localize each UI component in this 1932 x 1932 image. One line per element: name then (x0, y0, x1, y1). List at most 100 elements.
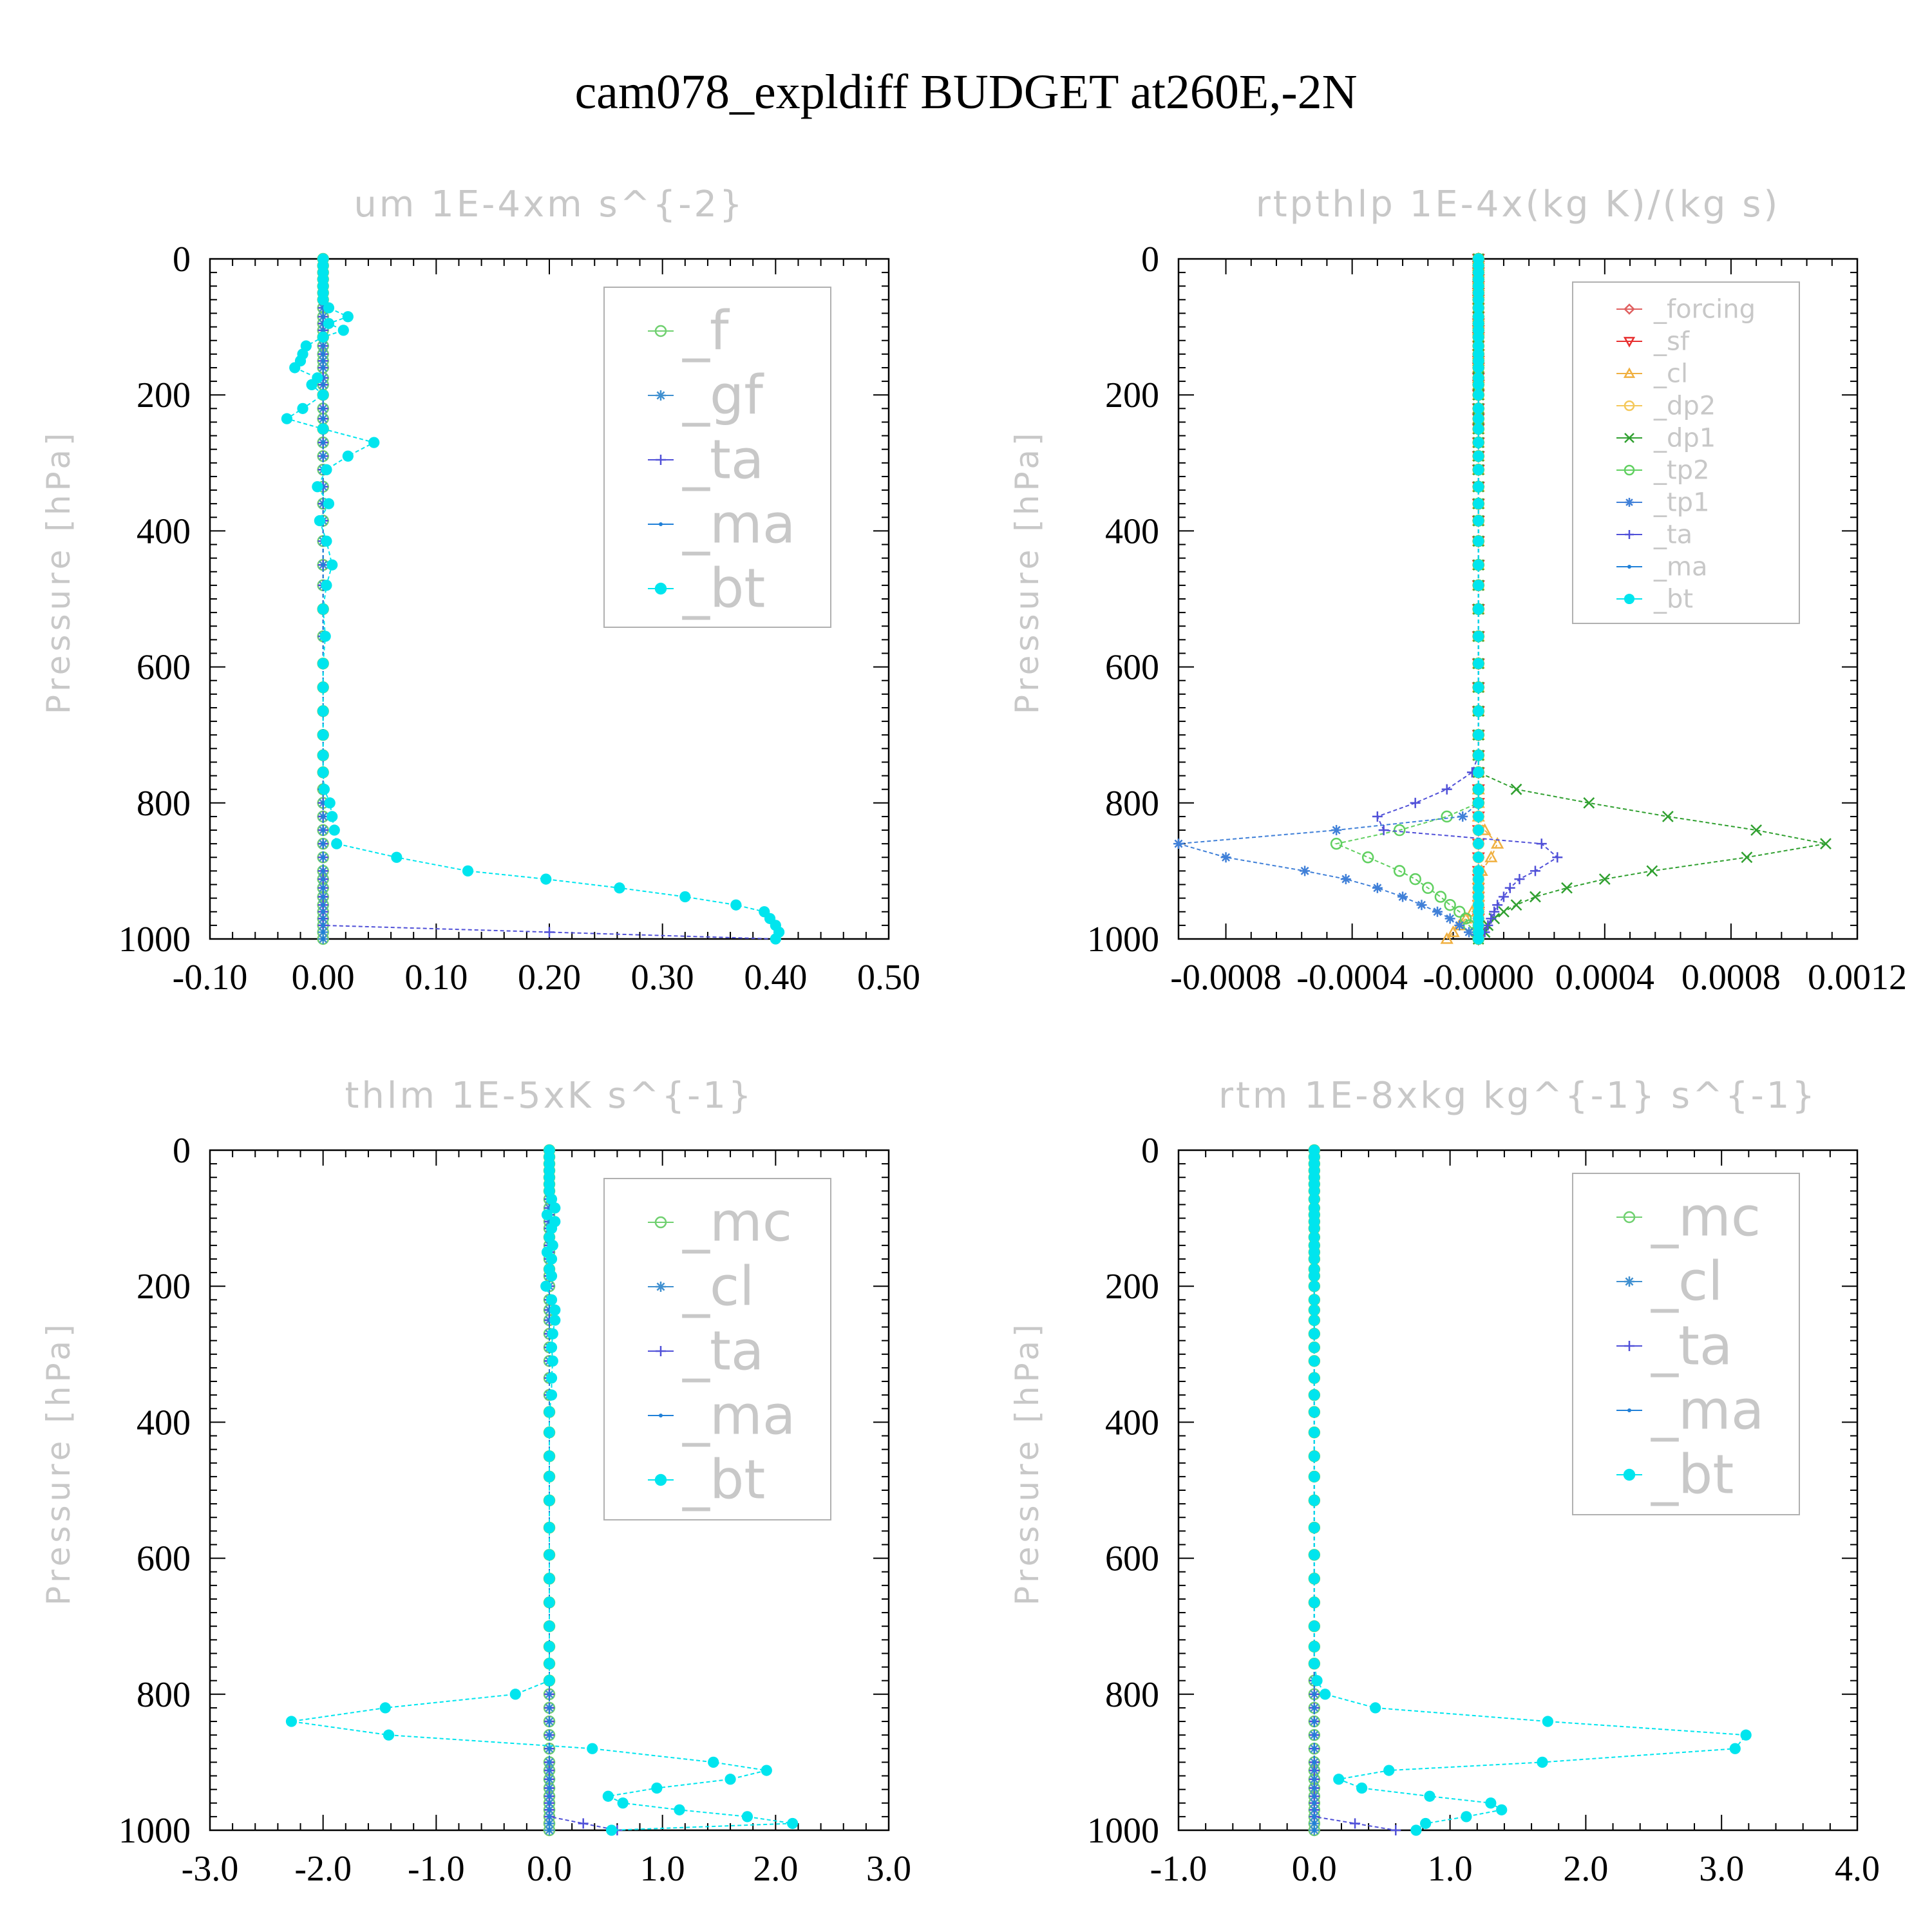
series-bt-point-dot (317, 766, 329, 778)
series-bt-point (1356, 1782, 1368, 1794)
series-ma-point (321, 828, 325, 833)
series-ma-point-dot (321, 352, 325, 356)
series-ma-point (547, 1747, 551, 1751)
series-bt-point (1309, 1253, 1320, 1265)
x-tick-label: -0.0008 (1170, 958, 1282, 998)
series-tp1-point-stroke (1300, 866, 1309, 875)
series-cl-point (1484, 850, 1498, 862)
series-bt-point-dot (324, 797, 336, 809)
series-ma-point-dot (1312, 1747, 1316, 1751)
series-tp2-point (1393, 865, 1406, 877)
series-ma-point-dot (547, 1821, 551, 1826)
series-ma-point (321, 909, 325, 914)
series-bt-point-dot (708, 1756, 719, 1768)
legend-ta-marker (656, 455, 666, 465)
series-bt-point (1542, 1716, 1554, 1727)
series-bt-point (1424, 1790, 1435, 1802)
series-bt-point (327, 559, 338, 571)
series-tp1-point-stroke (1341, 875, 1350, 884)
series-bt-point (331, 838, 343, 849)
series-bt-point (1473, 481, 1484, 493)
series-ma-point-dot (321, 930, 325, 934)
series-bt-point-dot (1473, 437, 1484, 448)
series-ma-point (1312, 1814, 1316, 1819)
series-bt-point-dot (317, 389, 329, 401)
series-bt-point (321, 535, 332, 547)
series-bt-point (1473, 882, 1484, 894)
series-bt-point-dot (297, 402, 308, 414)
legend-ma-marker (659, 1414, 663, 1417)
series-bt-point-dot (1473, 658, 1484, 669)
series-bt-point-dot (509, 1689, 521, 1700)
series-ta-point (1410, 797, 1421, 808)
series-bt-point (544, 1450, 555, 1462)
legend-bt-marker (654, 1473, 667, 1486)
series-bt-point-dot (317, 423, 329, 435)
legend-f-marker (654, 325, 667, 337)
series-cl-point (1491, 837, 1504, 849)
series-ta-point (1552, 852, 1563, 863)
series-tp1-point-stroke (1373, 884, 1382, 893)
legend-cl-marker (656, 1282, 666, 1292)
x-tick-label: -3.0 (182, 1849, 239, 1889)
legend-bt-label: _bt (682, 1448, 765, 1511)
x-tick-label: -0.0000 (1423, 958, 1534, 998)
legend-f-label: _f (682, 299, 730, 363)
series-bt-point-dot (1356, 1782, 1368, 1794)
series-bt-point (1473, 559, 1484, 571)
plot-frame (1177, 258, 1859, 940)
series-bt-point-dot (544, 1658, 555, 1669)
series-bt-point (547, 1355, 558, 1367)
series-bt-point-dot (328, 824, 340, 836)
x-tick-label: 0.30 (631, 958, 694, 998)
series-ma-point (321, 877, 325, 882)
x-tick-label: 0.0 (527, 1849, 572, 1889)
series-ma-point (547, 1719, 551, 1724)
series-ma-point (547, 1692, 551, 1696)
series-ma-point (547, 1760, 551, 1765)
series-bt-point-dot (614, 882, 625, 894)
series-tp1-point-stroke (1446, 914, 1455, 923)
series-bt-point-dot (544, 1495, 555, 1506)
legend-mc-marker-ring (654, 1216, 667, 1229)
y-tick-label: 600 (1105, 1539, 1159, 1579)
series-bt-point (1320, 1689, 1331, 1700)
series-ma-point (1312, 1828, 1316, 1832)
series-tp1-point-stroke (1417, 900, 1426, 909)
series-tp1-point-stroke (1455, 921, 1464, 930)
series-bt-point (1309, 1573, 1320, 1584)
panel-title: thlm 1E-5xK s^{-1} (345, 1075, 753, 1117)
series-tp1-point (1220, 852, 1231, 863)
series-bt-point-dot (1309, 1471, 1320, 1482)
series-bt-point (1473, 658, 1484, 669)
series-ma-point-dot (547, 1768, 551, 1773)
series-ma-point (547, 1733, 551, 1738)
series-bt-point-dot (544, 1573, 555, 1584)
series-bt-point-dot (1473, 498, 1484, 509)
series-ma-point-dot (321, 440, 325, 445)
series-bt-point (540, 1280, 552, 1292)
series-bt-point (787, 1817, 799, 1830)
series-ma-point-dot (321, 903, 325, 907)
series-bt-point (342, 450, 354, 462)
series-bt-point-dot (321, 464, 332, 475)
series-bt-point-dot (1473, 464, 1484, 475)
x-tick-label: -1.0 (408, 1849, 465, 1889)
legend-bt-marker (1623, 1468, 1636, 1481)
series-bt-point-dot (545, 1389, 558, 1401)
series-bt-point (1473, 838, 1484, 849)
x-tick-label: 0.00 (292, 958, 355, 998)
series-bt-point (1473, 437, 1484, 448)
series-bt-point-dot (1309, 1389, 1320, 1401)
legend-ma-label: _ma (682, 1384, 795, 1447)
series-dp1-point-stroke (1583, 797, 1595, 809)
series-bt-point-dot (331, 838, 343, 849)
series-ma-point-dot (1312, 1719, 1316, 1724)
series-bt-point-dot (1309, 1495, 1320, 1506)
series-ma-point (1312, 1692, 1316, 1696)
x-tick-label: -0.10 (173, 958, 248, 998)
series-bt-point (1473, 423, 1484, 435)
series-bt-point-dot (1473, 423, 1484, 435)
series-bt-point-dot (770, 933, 781, 945)
series-bt-point (321, 464, 332, 475)
